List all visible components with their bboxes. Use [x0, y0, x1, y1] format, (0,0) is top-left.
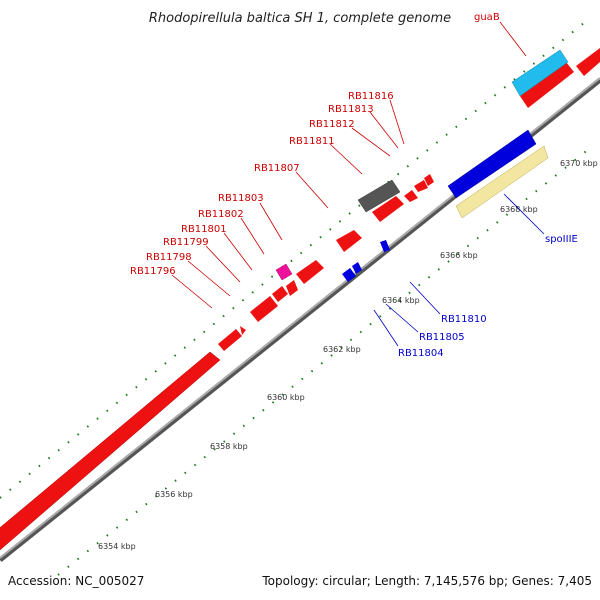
- feature-rb11816: [424, 174, 434, 186]
- feature-guab-red-2: [576, 48, 600, 76]
- tick-label: 6366 kbp: [440, 251, 478, 260]
- reverse-track: [342, 129, 549, 282]
- tick-label: 6362 kbp: [323, 345, 361, 354]
- gene-label: RB11812: [309, 119, 355, 130]
- gene-label: RB11810: [441, 314, 487, 325]
- forward-labels: [171, 21, 527, 309]
- gene-label: RB11813: [328, 104, 374, 115]
- tick-label: 6358 kbp: [210, 442, 248, 451]
- gene-label: RB11816: [348, 91, 394, 102]
- feature-rb11810: [380, 240, 390, 252]
- gene-label: RB11807: [254, 163, 300, 174]
- feature-rb11807: [336, 230, 362, 252]
- gene-label: RB11796: [130, 266, 176, 277]
- reverse-label-text: RB11804 RB11805 RB11810 spoIIIE: [398, 234, 578, 359]
- gene-label: RB11802: [198, 209, 244, 220]
- feature-rb11801: [250, 296, 278, 322]
- feature-spoiiie: [455, 145, 549, 219]
- tick-label: 6360 kbp: [267, 393, 305, 402]
- forward-track: [0, 48, 600, 551]
- gene-label: RB11803: [218, 193, 264, 204]
- tick-label: 6356 kbp: [155, 490, 193, 499]
- feature-rb11812: [404, 190, 418, 202]
- tick-label: 6364 kbp: [382, 296, 420, 305]
- feature-blue-long: [447, 129, 537, 199]
- gene-label: RB11804: [398, 348, 444, 359]
- feature-rb11799: [240, 326, 246, 335]
- forward-label-text: RB11796 RB11798 RB11799 RB11801 RB11802 …: [130, 12, 500, 277]
- feature-rb11811: [372, 196, 404, 222]
- tick-label: 6370 kbp: [560, 159, 598, 168]
- gene-label: RB11801: [181, 224, 227, 235]
- feature-rb11803: [286, 280, 298, 296]
- feature-rb11798: [218, 329, 242, 351]
- feature-rb11813: [414, 180, 428, 192]
- genome-summary-text: Topology: circular; Length: 7,145,576 bp…: [262, 574, 592, 588]
- gene-label: RB11798: [146, 252, 192, 263]
- gene-label: RB11805: [419, 332, 465, 343]
- feature-small-magenta: [275, 263, 293, 281]
- gene-label: RB11799: [163, 237, 209, 248]
- gene-label: spoIIIE: [545, 234, 578, 245]
- feature-rb11802: [272, 286, 288, 302]
- feature-rb11804: [342, 268, 356, 282]
- feature-rb11803b: [296, 260, 324, 284]
- inner-dotted-line: [57, 147, 591, 576]
- accession-text: Accession: NC_005027: [8, 574, 145, 588]
- gene-label: RB11811: [289, 136, 335, 147]
- feature-guab-cyan: [511, 49, 569, 97]
- feature-guab-red: [520, 62, 574, 108]
- scale-labels: 6354 kbp 6356 kbp 6358 kbp 6360 kbp 6362…: [98, 159, 598, 551]
- tick-label: 6368 kbp: [500, 205, 538, 214]
- reverse-labels: [373, 193, 545, 347]
- tick-label: 6354 kbp: [98, 542, 136, 551]
- map-title: Rhodopirellula baltica SH 1, complete ge…: [149, 11, 451, 26]
- feature-rb11805: [352, 262, 362, 274]
- feature-dark-gray: [357, 179, 401, 213]
- feature-rb11796: [0, 351, 221, 551]
- outer-dotted-line: [0, 17, 591, 499]
- gene-label: guaB: [474, 12, 500, 23]
